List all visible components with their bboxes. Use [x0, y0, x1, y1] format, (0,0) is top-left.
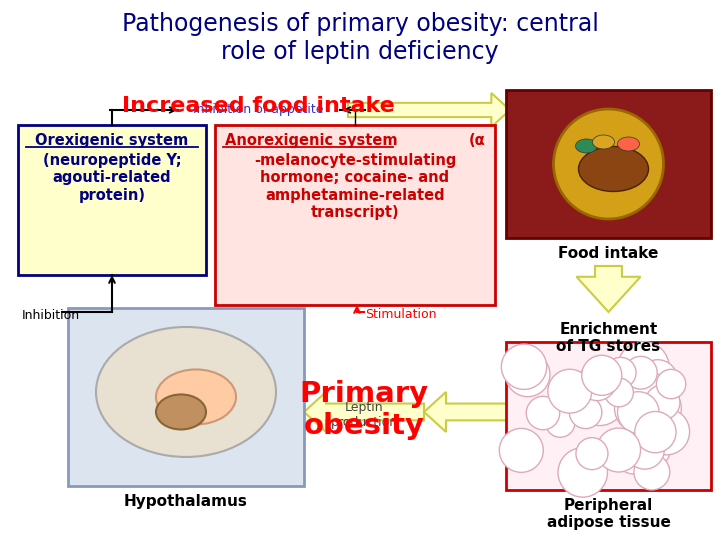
Circle shape [645, 385, 680, 420]
Circle shape [501, 344, 546, 389]
Circle shape [526, 396, 559, 430]
Text: (α: (α [469, 133, 485, 148]
Circle shape [582, 355, 622, 395]
Text: Orexigenic system: Orexigenic system [35, 133, 189, 148]
Circle shape [644, 409, 690, 455]
FancyBboxPatch shape [506, 90, 711, 238]
Circle shape [625, 430, 665, 469]
FancyBboxPatch shape [506, 342, 711, 490]
Circle shape [606, 357, 636, 388]
FancyBboxPatch shape [68, 308, 304, 486]
Circle shape [500, 428, 544, 472]
Ellipse shape [156, 394, 206, 429]
Ellipse shape [593, 135, 614, 149]
Text: Peripheral
adipose tissue: Peripheral adipose tissue [546, 498, 670, 530]
Circle shape [605, 378, 634, 407]
Circle shape [548, 369, 592, 413]
Circle shape [505, 352, 550, 397]
Circle shape [570, 396, 602, 429]
Circle shape [546, 408, 575, 437]
FancyBboxPatch shape [215, 125, 495, 305]
Text: Leptin
production: Leptin production [330, 401, 397, 429]
Text: Food intake: Food intake [558, 246, 659, 261]
Circle shape [638, 360, 678, 399]
FancyBboxPatch shape [18, 125, 206, 275]
Ellipse shape [618, 137, 639, 151]
Text: Enrichment
of TG stores: Enrichment of TG stores [557, 322, 660, 354]
Circle shape [576, 437, 608, 470]
Text: -melanocyte-stimulating
hormone; cocaine- and
amphetamine-related
transcript): -melanocyte-stimulating hormone; cocaine… [254, 153, 456, 220]
Polygon shape [348, 93, 510, 127]
Ellipse shape [96, 327, 276, 457]
Circle shape [597, 428, 641, 472]
Circle shape [615, 435, 653, 474]
Circle shape [634, 454, 670, 490]
Text: Primary
obesity: Primary obesity [300, 380, 428, 440]
Circle shape [635, 411, 676, 453]
Ellipse shape [575, 139, 598, 153]
Circle shape [615, 384, 662, 433]
Text: Anorexigenic system: Anorexigenic system [225, 133, 397, 148]
Circle shape [578, 363, 616, 401]
Circle shape [657, 369, 685, 399]
Circle shape [554, 109, 664, 219]
Ellipse shape [156, 369, 236, 424]
Polygon shape [577, 266, 641, 312]
Circle shape [624, 356, 657, 389]
Circle shape [639, 435, 670, 466]
Circle shape [618, 392, 659, 433]
Ellipse shape [578, 146, 649, 192]
Circle shape [633, 384, 681, 433]
Circle shape [575, 375, 625, 426]
Text: Inhibition: Inhibition [22, 309, 80, 322]
Text: Pathogenesis of primary obesity: central
role of leptin deficiency: Pathogenesis of primary obesity: central… [122, 12, 598, 64]
Text: Increased food intake: Increased food intake [122, 96, 395, 116]
Polygon shape [304, 392, 424, 432]
Circle shape [620, 369, 668, 417]
Polygon shape [424, 392, 524, 432]
Text: Stimulation: Stimulation [365, 308, 436, 321]
Text: Inhibition of appetite: Inhibition of appetite [193, 104, 323, 117]
Text: (neuropeptide Y;
agouti-related
protein): (neuropeptide Y; agouti-related protein) [42, 153, 181, 203]
Circle shape [618, 342, 669, 393]
Circle shape [558, 448, 608, 497]
Text: Hypothalamus: Hypothalamus [124, 494, 248, 509]
